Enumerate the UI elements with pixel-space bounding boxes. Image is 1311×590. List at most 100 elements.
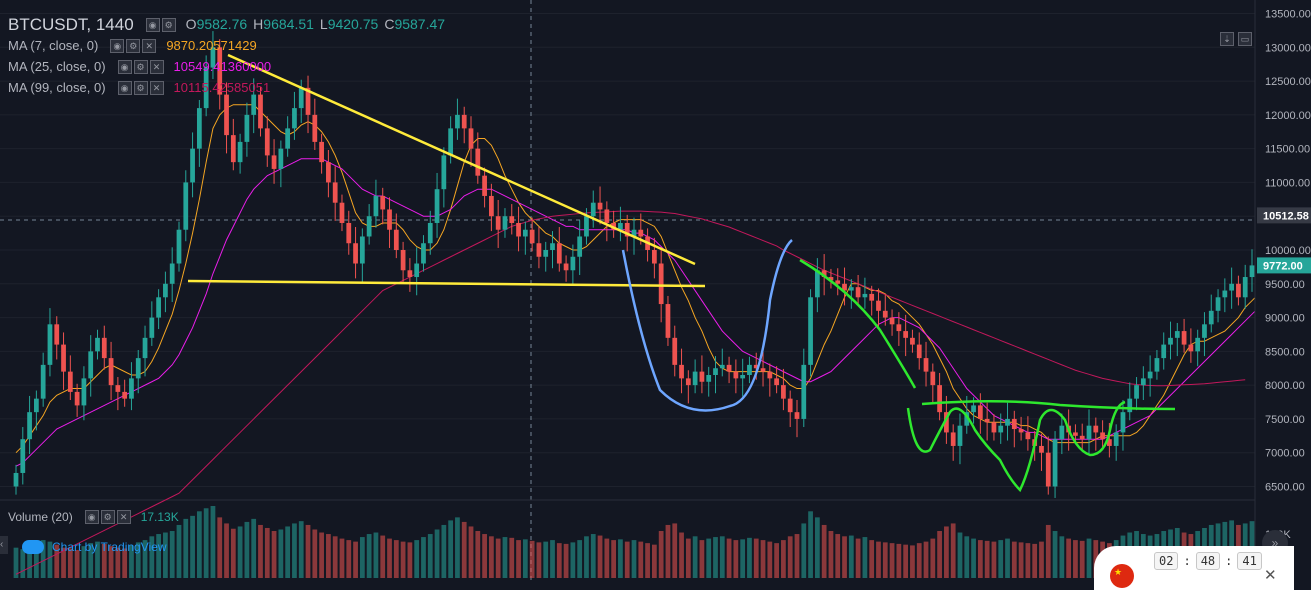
volume-bar — [176, 524, 182, 578]
volume-bar — [618, 539, 623, 578]
volume-bar — [767, 541, 773, 578]
candle-body — [1107, 439, 1112, 446]
volume-bar — [522, 539, 528, 578]
move-down-icon[interactable]: ⇣ — [1220, 32, 1234, 46]
close-icon[interactable]: ✕ — [149, 59, 164, 74]
candle-body — [163, 283, 168, 298]
candle-body — [1039, 445, 1044, 453]
candle — [509, 204, 515, 235]
volume-bar — [455, 517, 460, 578]
candle — [1140, 366, 1146, 400]
volume-bar — [1039, 541, 1044, 578]
candle — [1222, 278, 1228, 313]
candle — [733, 359, 739, 394]
close-icon[interactable]: ✕ — [116, 510, 131, 524]
close-icon[interactable]: ✕ — [149, 80, 164, 95]
candle-body — [957, 425, 963, 446]
candle-body — [787, 398, 793, 413]
candle — [672, 325, 678, 377]
candle-body — [563, 263, 569, 271]
candle — [977, 393, 983, 434]
tradingview-branding[interactable]: Chart by TradingView — [22, 540, 167, 554]
y-tick-label: 7000.00 — [1265, 448, 1305, 460]
price-label-bg — [1257, 257, 1311, 274]
eye-icon[interactable]: ◉ — [117, 80, 132, 95]
volume-bar — [67, 548, 73, 578]
candle-body — [373, 195, 379, 217]
candle-body — [828, 277, 834, 281]
gear-icon[interactable]: ⚙ — [161, 17, 176, 32]
maximize-icon[interactable]: ▭ — [1238, 32, 1252, 46]
candle — [1242, 264, 1248, 309]
volume-bar — [1045, 524, 1051, 578]
candle-body — [672, 337, 678, 365]
candle — [801, 348, 807, 428]
volume-bar — [373, 532, 379, 578]
eye-icon[interactable]: ◉ — [110, 38, 125, 53]
close-icon[interactable]: ✕ — [1264, 567, 1277, 584]
volume-bar — [848, 535, 854, 578]
candle-body — [882, 310, 888, 318]
indicator-value: 10115.42585051 — [173, 80, 271, 95]
volume-bar — [482, 534, 487, 578]
candle — [862, 277, 868, 309]
candle-body — [624, 222, 630, 237]
candle-body — [733, 371, 739, 379]
candle-body — [1059, 425, 1065, 440]
volume-bar — [787, 536, 793, 578]
eye-icon[interactable]: ◉ — [145, 17, 160, 32]
candle-body — [495, 216, 501, 230]
candle — [224, 82, 229, 154]
candle-body — [984, 418, 990, 423]
candle-body — [264, 128, 270, 156]
volume-bar — [692, 536, 698, 578]
candle-body — [1181, 331, 1187, 345]
candle-body — [1174, 331, 1180, 338]
candle — [366, 204, 372, 245]
volume-bar — [869, 540, 875, 578]
candle — [1215, 289, 1221, 323]
candle — [1039, 433, 1044, 471]
volume-bar — [543, 541, 549, 578]
candle — [1174, 322, 1180, 357]
candle — [359, 228, 365, 282]
candle-body — [1086, 425, 1092, 440]
candle-body — [801, 364, 807, 419]
clock-widget: 02: 48: 41 ✕ — [1094, 546, 1294, 590]
gear-icon[interactable]: ⚙ — [133, 59, 148, 74]
close-icon[interactable]: ✕ — [142, 38, 157, 53]
gear-icon[interactable]: ⚙ — [133, 80, 148, 95]
ma99-line — [15, 210, 1246, 575]
gear-icon[interactable]: ⚙ — [126, 38, 141, 53]
scroll-left-icon[interactable]: ‹ — [0, 536, 8, 554]
gear-icon[interactable]: ⚙ — [100, 510, 115, 524]
volume-bar — [862, 537, 868, 578]
candle-body — [251, 94, 257, 115]
volume-bar — [101, 543, 107, 578]
candle — [577, 220, 583, 275]
candle-body — [47, 324, 53, 365]
volume-legend: Volume (20) ◉ ⚙ ✕ 17.13K — [8, 510, 179, 524]
candle — [808, 289, 813, 377]
candle-body — [1113, 432, 1119, 446]
candle — [203, 55, 209, 117]
candle-body — [679, 364, 684, 379]
candle-body — [346, 222, 352, 244]
candle-body — [1215, 297, 1221, 311]
candle-body — [753, 364, 759, 369]
candle — [645, 228, 650, 262]
volume-bar — [27, 546, 32, 578]
candle-body — [1242, 277, 1248, 298]
eye-icon[interactable]: ◉ — [84, 510, 99, 524]
volume-bar — [1052, 531, 1058, 578]
trendline-upper — [227, 53, 696, 266]
candle — [767, 363, 773, 397]
volume-bar — [190, 515, 195, 578]
eye-icon[interactable]: ◉ — [117, 59, 132, 74]
volume-bar — [1073, 540, 1078, 578]
branding-text: Chart by TradingView — [52, 540, 167, 554]
candle-body — [794, 412, 800, 419]
volume-bar — [896, 543, 902, 578]
volume-bar — [278, 529, 284, 578]
candle — [516, 206, 521, 252]
